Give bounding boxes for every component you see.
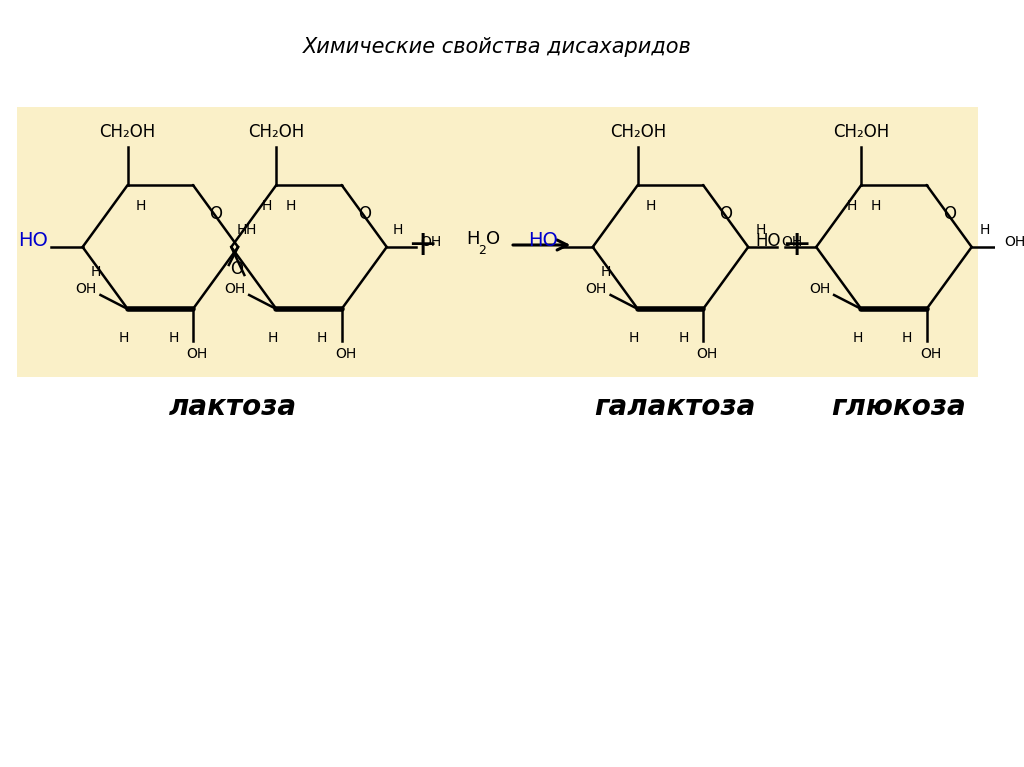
Text: H: H bbox=[267, 331, 278, 345]
Text: HO: HO bbox=[527, 232, 558, 251]
Text: O: O bbox=[719, 205, 732, 223]
Text: H: H bbox=[847, 199, 857, 213]
Text: H: H bbox=[90, 265, 100, 279]
Text: OH: OH bbox=[186, 347, 208, 361]
Text: CH₂OH: CH₂OH bbox=[248, 123, 304, 141]
Text: CH₂OH: CH₂OH bbox=[99, 123, 156, 141]
Text: OH: OH bbox=[781, 235, 803, 249]
Text: H: H bbox=[979, 223, 990, 237]
Text: H: H bbox=[168, 331, 179, 345]
Text: OH: OH bbox=[696, 347, 718, 361]
Text: O: O bbox=[209, 205, 222, 223]
Text: H: H bbox=[262, 199, 272, 213]
Text: H: H bbox=[317, 331, 328, 345]
Text: OH: OH bbox=[76, 282, 96, 296]
Text: H: H bbox=[679, 331, 689, 345]
Text: 2: 2 bbox=[478, 245, 486, 258]
Text: галактоза: галактоза bbox=[595, 393, 756, 421]
Text: O: O bbox=[943, 205, 955, 223]
Text: HO: HO bbox=[756, 232, 781, 250]
Text: +: + bbox=[781, 228, 812, 262]
Text: H: H bbox=[629, 331, 639, 345]
Text: O: O bbox=[357, 205, 371, 223]
FancyBboxPatch shape bbox=[17, 107, 978, 377]
Text: лактоза: лактоза bbox=[169, 393, 297, 421]
Text: H: H bbox=[852, 331, 862, 345]
Text: OH: OH bbox=[420, 235, 441, 249]
Text: OH: OH bbox=[335, 347, 356, 361]
Text: H: H bbox=[246, 223, 256, 237]
Text: H: H bbox=[600, 265, 611, 279]
Text: OH: OH bbox=[224, 282, 246, 296]
Text: O: O bbox=[485, 230, 500, 248]
Text: CH₂OH: CH₂OH bbox=[609, 123, 666, 141]
Text: H: H bbox=[756, 223, 766, 237]
Text: Химические свойства дисахаридов: Химические свойства дисахаридов bbox=[303, 37, 692, 57]
Text: H: H bbox=[392, 223, 402, 237]
Text: +: + bbox=[408, 228, 438, 262]
Text: OH: OH bbox=[1005, 235, 1024, 249]
Text: H: H bbox=[238, 223, 248, 237]
Text: глюкоза: глюкоза bbox=[831, 393, 967, 421]
Text: OH: OH bbox=[809, 282, 830, 296]
Text: OH: OH bbox=[586, 282, 606, 296]
Text: H: H bbox=[286, 199, 296, 213]
Text: H: H bbox=[871, 199, 882, 213]
Text: H: H bbox=[645, 199, 656, 213]
Text: O: O bbox=[230, 260, 243, 278]
Text: H: H bbox=[119, 331, 129, 345]
Text: CH₂OH: CH₂OH bbox=[834, 123, 890, 141]
Text: HO: HO bbox=[17, 232, 47, 251]
Text: H: H bbox=[466, 230, 480, 248]
Text: H: H bbox=[135, 199, 145, 213]
Text: OH: OH bbox=[920, 347, 941, 361]
Text: H: H bbox=[902, 331, 912, 345]
